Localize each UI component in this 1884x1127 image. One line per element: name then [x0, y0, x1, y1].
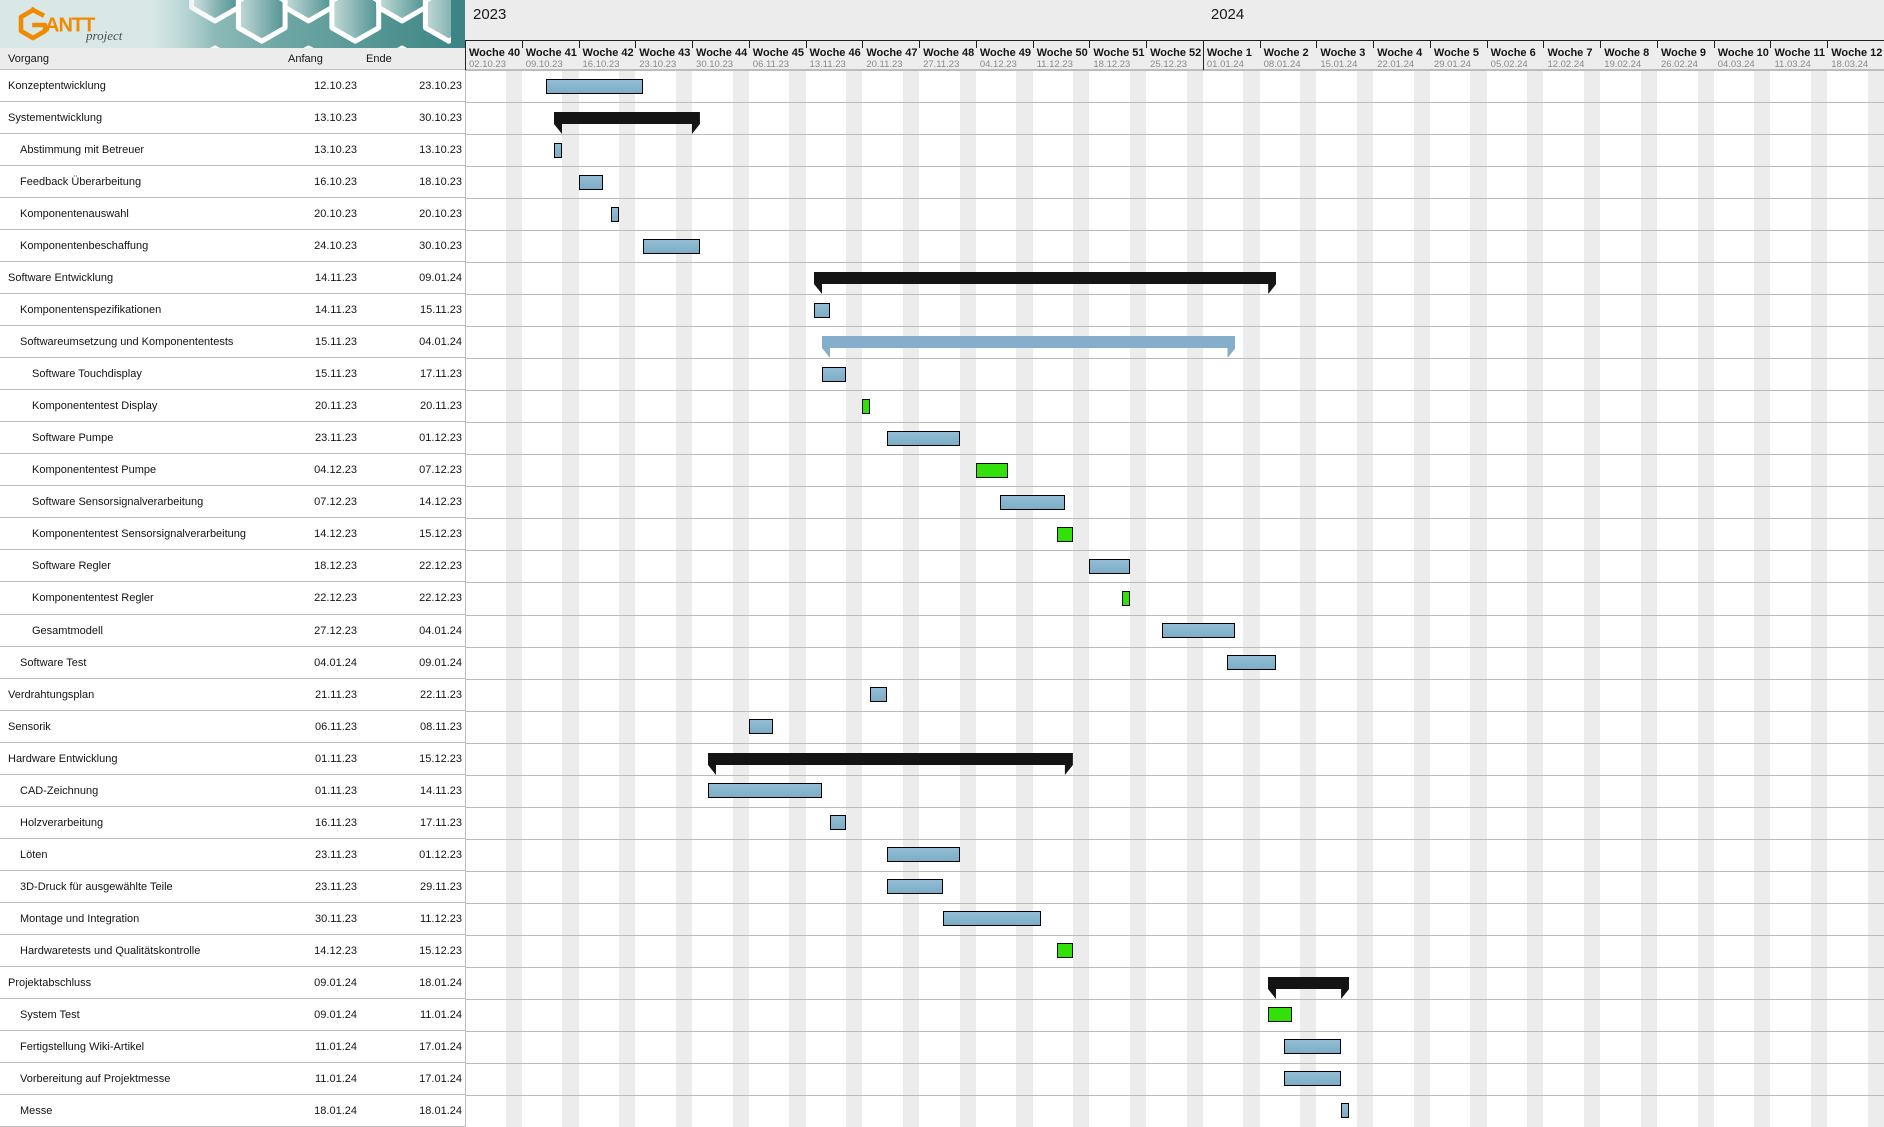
svg-text:project: project [85, 28, 123, 43]
